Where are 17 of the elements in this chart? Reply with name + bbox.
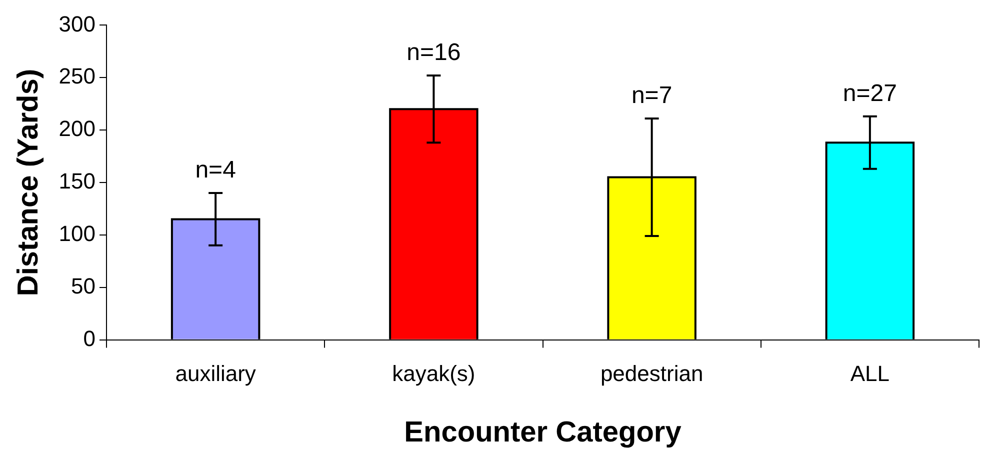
- annotation: n=7: [631, 82, 672, 110]
- y-tick-label: 100: [58, 220, 96, 246]
- x-tick-label: auxiliary: [175, 361, 256, 386]
- y-tick-label: 0: [83, 326, 96, 351]
- annotation: n=27: [842, 80, 897, 108]
- x-tick-label: kayak(s): [392, 361, 476, 386]
- y-tick-label: 250: [58, 64, 96, 89]
- y-tick-label: 300: [58, 11, 96, 36]
- x-tick-label: pedestrian: [600, 361, 704, 386]
- x-axis-title: Encounter Category: [404, 416, 682, 449]
- y-tick-label: 150: [58, 168, 96, 194]
- y-axis-title: Distance (Yards): [12, 68, 44, 296]
- annotation: n=4: [195, 156, 236, 184]
- annotation: n=16: [406, 39, 461, 66]
- x-tick-label: ALL: [850, 361, 890, 386]
- y-tick-label: 200: [58, 116, 96, 142]
- y-tick-label: 50: [71, 273, 96, 298]
